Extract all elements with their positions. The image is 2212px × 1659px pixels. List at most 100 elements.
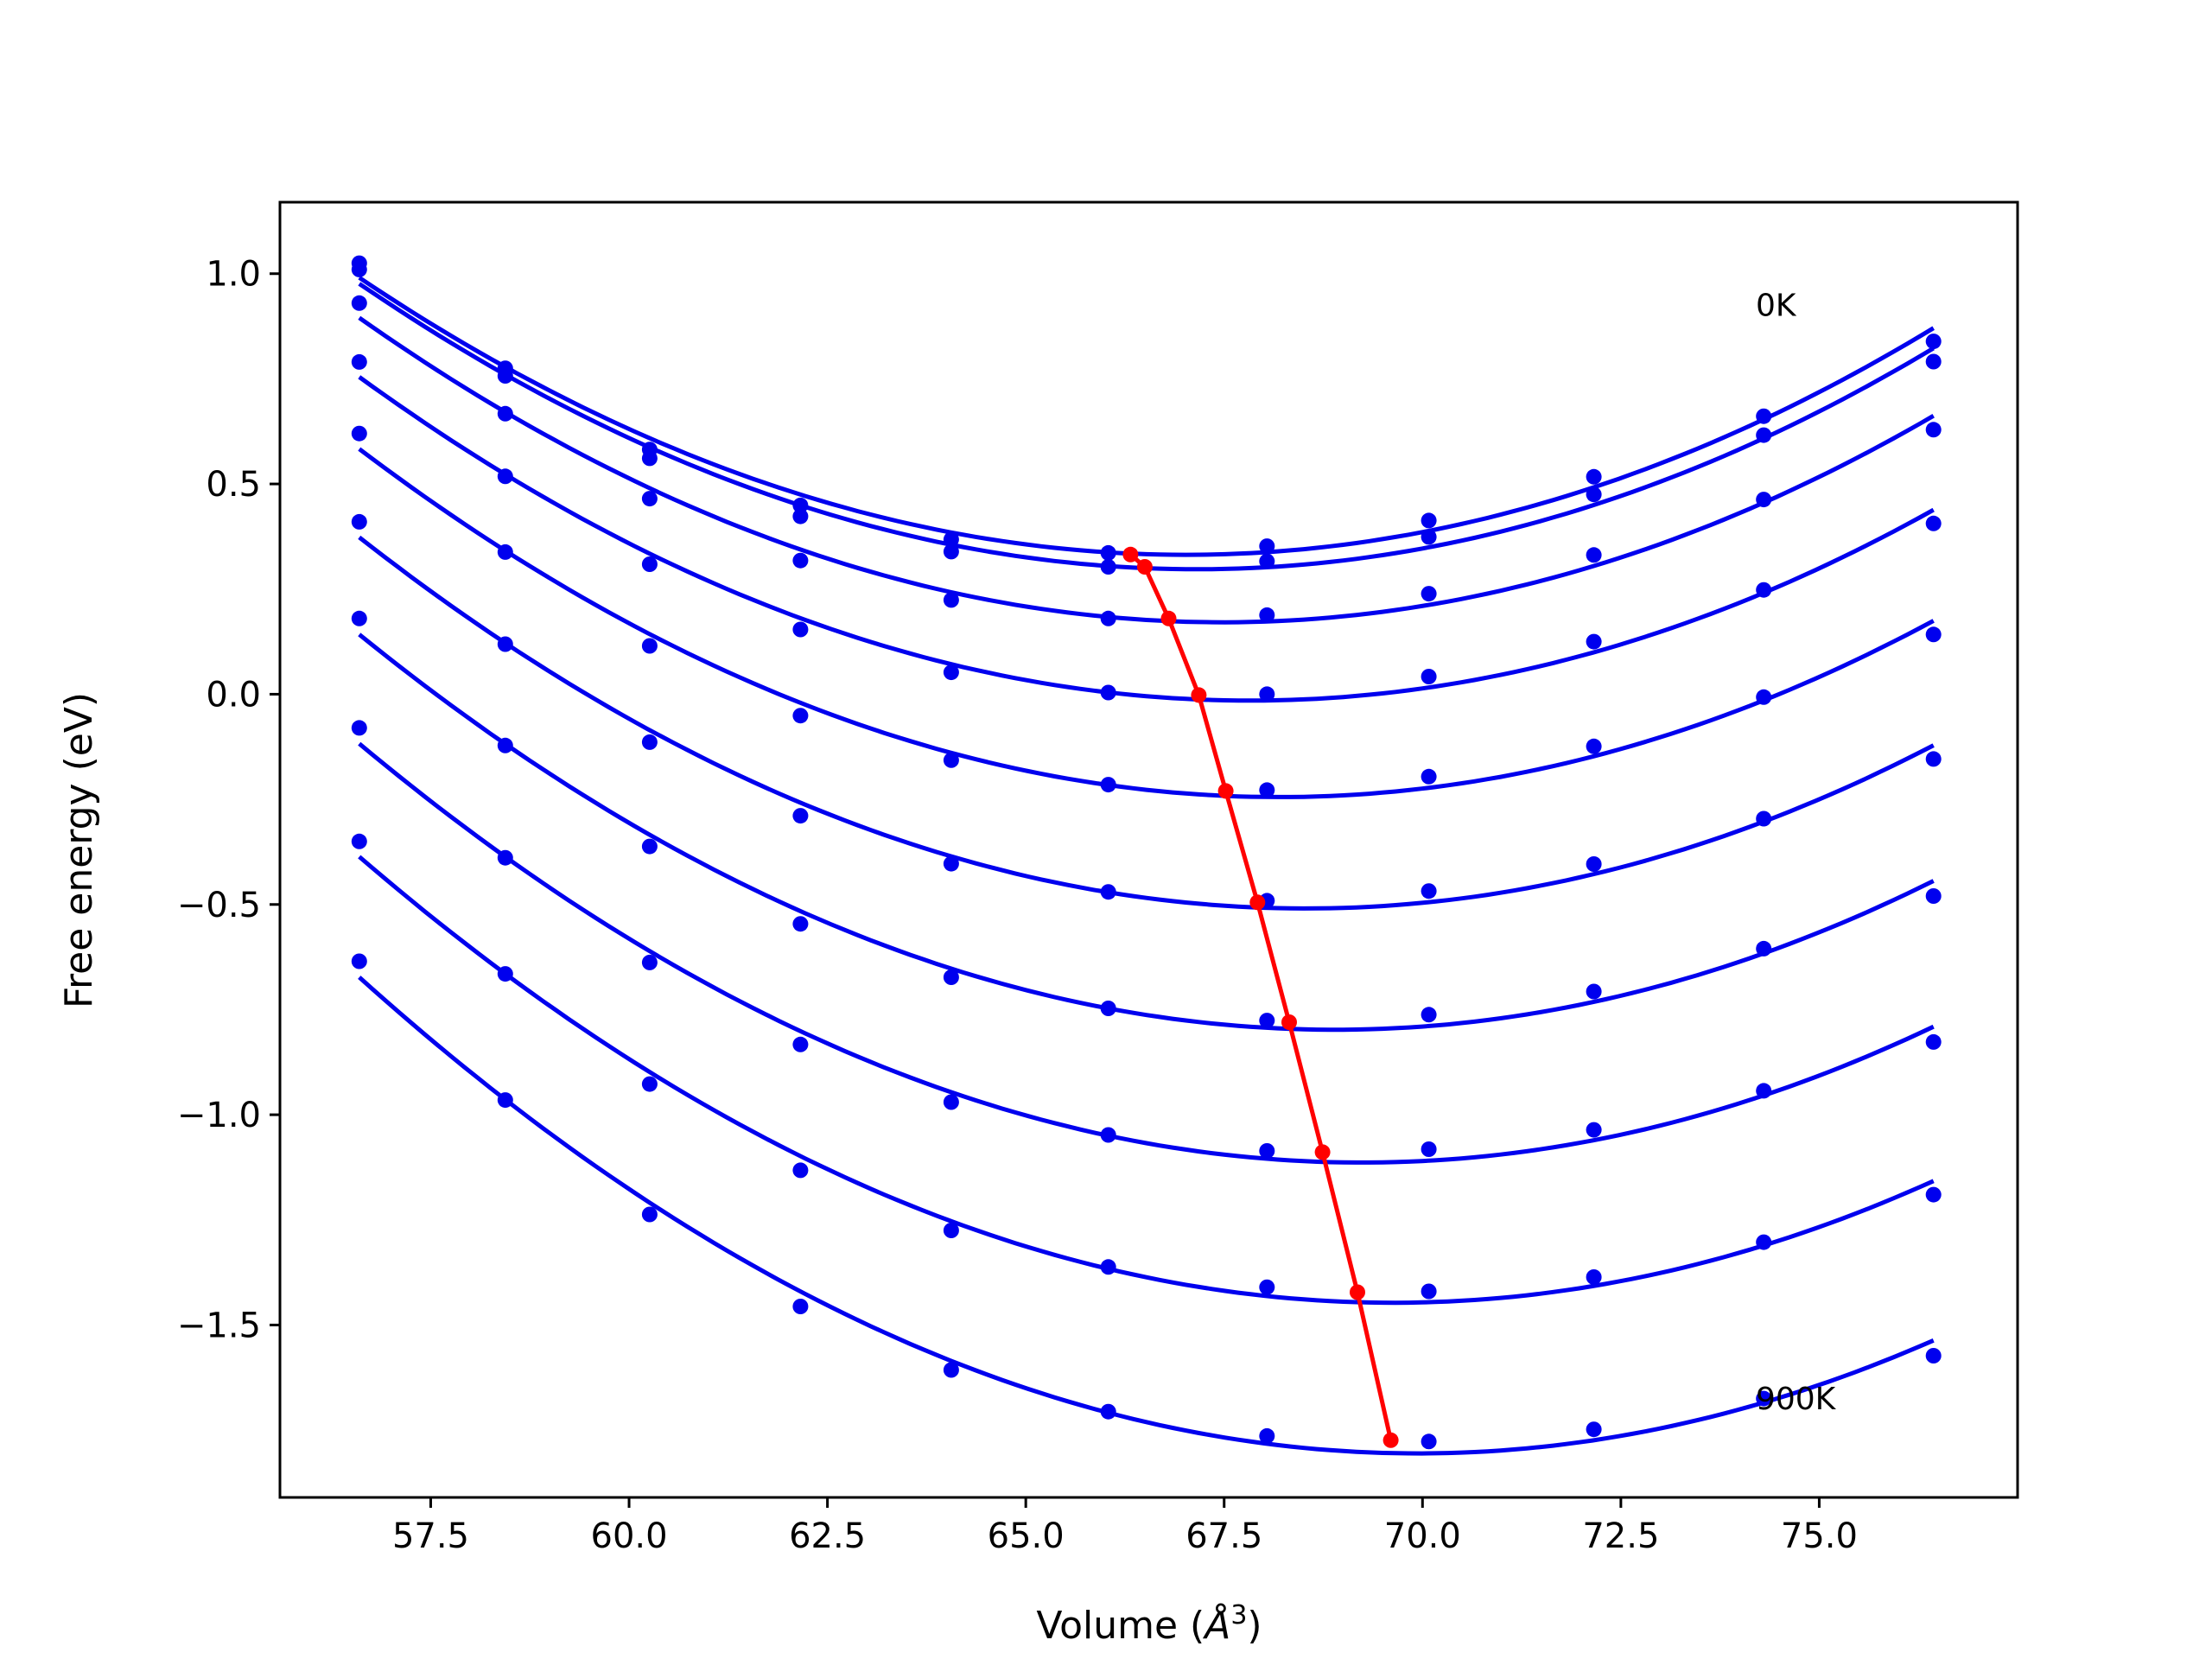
minima-point — [1217, 783, 1234, 799]
minima-point — [1314, 1144, 1331, 1160]
curve-point — [1586, 856, 1602, 872]
curve-line-7 — [358, 741, 1935, 1165]
y-tick-label: 0.0 — [206, 675, 261, 715]
curve-point — [351, 295, 367, 311]
curve-line-6 — [358, 632, 1935, 1033]
curve-point — [1586, 1421, 1602, 1438]
curve-point — [1259, 686, 1275, 702]
curve-line-5 — [358, 535, 1935, 911]
curve-line-8 — [358, 855, 1935, 1306]
x-tick-label: 75.0 — [1781, 1516, 1858, 1556]
curve-point — [1756, 810, 1772, 827]
curve-point — [1421, 768, 1437, 785]
curve-point — [351, 425, 367, 442]
curve-point — [1259, 538, 1275, 555]
x-tick-label: 70.0 — [1384, 1516, 1461, 1556]
curve-point — [1421, 529, 1437, 545]
minima-point — [1382, 1432, 1399, 1448]
curve-point — [943, 752, 959, 768]
x-tick-label: 62.5 — [789, 1516, 866, 1556]
annotation-label: 900K — [1756, 1382, 1837, 1417]
curve-point — [641, 1076, 658, 1092]
curve-point — [792, 708, 809, 724]
minima-point — [1350, 1284, 1365, 1300]
curve-point — [1756, 1390, 1772, 1407]
curve-point — [1421, 1433, 1437, 1450]
y-tick-label: −0.5 — [177, 886, 261, 925]
curve-point — [497, 468, 513, 485]
curve-point — [1756, 940, 1772, 957]
y-axis: 1.0 0.5 0.0 −0.5 −1.0 −1.5 — [177, 255, 280, 1345]
curve-point — [1586, 1122, 1602, 1138]
curve-point — [1421, 1007, 1437, 1023]
curve-point — [497, 405, 513, 422]
curve-point — [1756, 427, 1772, 443]
curve-point — [1259, 1143, 1275, 1159]
curve-point — [1925, 334, 1942, 350]
minima-point — [1160, 610, 1177, 626]
curve-point — [943, 855, 959, 872]
curve-point — [351, 833, 367, 849]
curve-line-3 — [358, 375, 1935, 703]
minima-point — [1249, 894, 1266, 911]
curve-point — [1259, 782, 1275, 798]
curve-point — [792, 508, 809, 524]
minima-line — [1128, 552, 1394, 1441]
curve-point — [1586, 486, 1602, 503]
curve-point — [1586, 547, 1602, 563]
y-axis-label: Free energy (eV) — [57, 692, 101, 1008]
curve-point — [1421, 512, 1437, 529]
curve-point — [1259, 553, 1275, 569]
curve-point — [497, 368, 513, 384]
curve-point — [1100, 1259, 1116, 1275]
curve-point — [497, 543, 513, 560]
curve-point — [1100, 884, 1116, 900]
curve-point — [1100, 1001, 1116, 1016]
curve-point — [1756, 582, 1772, 598]
curve-point — [1586, 1269, 1602, 1285]
curve-point — [1925, 1348, 1942, 1363]
curve-point — [792, 916, 809, 932]
annotations: 0K 900K — [1756, 288, 1837, 1416]
curve-point — [1586, 983, 1602, 1000]
curve-point — [1259, 1279, 1275, 1295]
curve-point — [351, 610, 367, 626]
curve-point — [351, 513, 367, 530]
curve-point — [792, 1036, 809, 1052]
curve-point — [1925, 515, 1942, 531]
curve-point — [792, 1162, 809, 1179]
curve-point — [497, 849, 513, 866]
curve-point — [1925, 751, 1942, 767]
curve-line-2 — [358, 315, 1935, 625]
curve-point — [1259, 1013, 1275, 1029]
curve-point — [1925, 1186, 1942, 1203]
curve-point — [351, 953, 367, 969]
curve-point — [792, 1299, 809, 1314]
x-tick-label: 60.0 — [591, 1516, 668, 1556]
curve-point — [1925, 888, 1942, 904]
curve-point — [943, 1094, 959, 1110]
curve-point — [497, 966, 513, 982]
curve-point — [1925, 422, 1942, 438]
curve-point — [1756, 1083, 1772, 1099]
curve-point — [943, 1362, 959, 1378]
curve-point — [641, 734, 658, 750]
x-tick-label: 65.0 — [988, 1516, 1065, 1556]
curve-point — [1259, 1427, 1275, 1444]
x-axis-label: Volume (Å3) — [1036, 1600, 1262, 1649]
curve-point — [1421, 586, 1437, 602]
curve-point — [1756, 492, 1772, 508]
curve-point — [1100, 777, 1116, 793]
curve-point — [792, 808, 809, 824]
curve-point — [497, 636, 513, 652]
curve-point — [1421, 1283, 1437, 1300]
curve-line-9 — [358, 976, 1935, 1456]
curve-point — [641, 838, 658, 855]
curve-point — [792, 552, 809, 569]
x-tick-label: 67.5 — [1185, 1516, 1262, 1556]
curve-point — [1925, 353, 1942, 370]
curve-point — [641, 491, 658, 507]
curve-point — [641, 638, 658, 654]
curve-line-4 — [358, 447, 1935, 799]
